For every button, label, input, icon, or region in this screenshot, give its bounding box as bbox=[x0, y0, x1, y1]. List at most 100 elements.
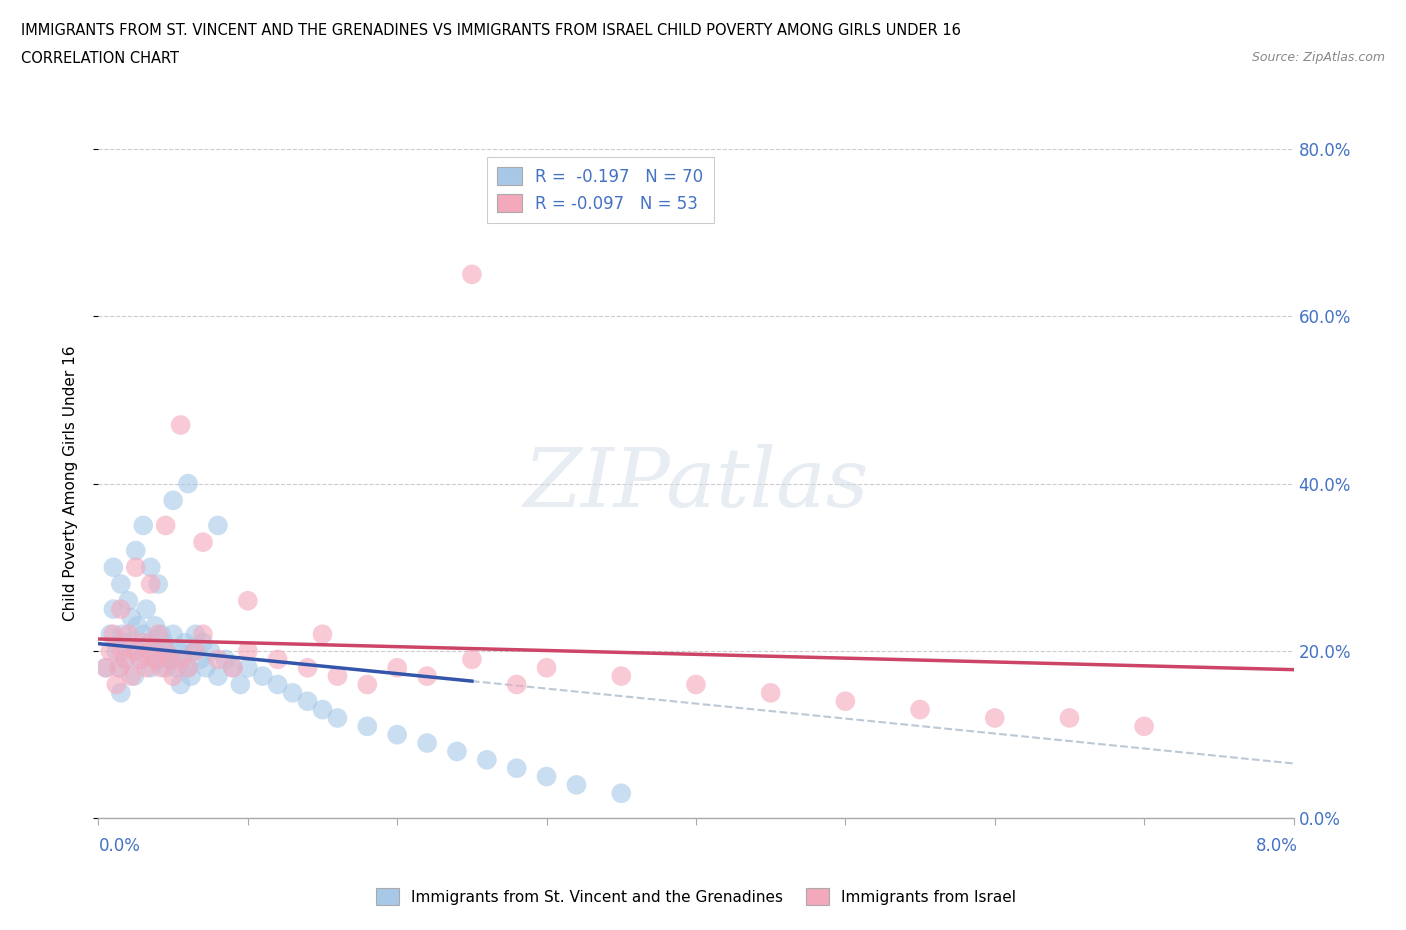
Point bbox=[267, 677, 290, 692]
Point bbox=[155, 518, 177, 533]
Point bbox=[98, 627, 122, 642]
Point bbox=[461, 652, 484, 667]
Point bbox=[156, 644, 179, 658]
Point bbox=[536, 769, 558, 784]
Point bbox=[111, 644, 134, 658]
Point bbox=[139, 577, 162, 591]
Text: CORRELATION CHART: CORRELATION CHART bbox=[21, 51, 179, 66]
Point bbox=[132, 627, 155, 642]
Point bbox=[135, 602, 157, 617]
Point bbox=[565, 777, 588, 792]
Point bbox=[139, 660, 162, 675]
Point bbox=[326, 669, 349, 684]
Point bbox=[685, 677, 707, 692]
Point bbox=[132, 518, 155, 533]
Point bbox=[153, 635, 176, 650]
Point bbox=[155, 644, 177, 658]
Point bbox=[834, 694, 856, 709]
Point bbox=[103, 627, 125, 642]
Point bbox=[461, 267, 484, 282]
Point bbox=[236, 660, 259, 675]
Point bbox=[114, 652, 136, 667]
Point bbox=[385, 660, 409, 675]
Point bbox=[1133, 719, 1156, 734]
Point bbox=[200, 644, 222, 658]
Point bbox=[105, 644, 128, 658]
Point bbox=[110, 577, 132, 591]
Point bbox=[207, 518, 229, 533]
Point bbox=[177, 660, 200, 675]
Point bbox=[222, 660, 245, 675]
Text: 0.0%: 0.0% bbox=[98, 837, 141, 856]
Point bbox=[385, 727, 409, 742]
Point bbox=[155, 660, 177, 675]
Point bbox=[174, 635, 197, 650]
Point bbox=[143, 618, 166, 633]
Point bbox=[108, 660, 131, 675]
Point bbox=[94, 660, 117, 675]
Point bbox=[141, 644, 163, 658]
Point bbox=[191, 535, 214, 550]
Point bbox=[125, 644, 148, 658]
Point bbox=[139, 560, 162, 575]
Point bbox=[180, 669, 202, 684]
Point bbox=[172, 652, 194, 667]
Point bbox=[191, 627, 214, 642]
Point bbox=[132, 635, 155, 650]
Point bbox=[475, 752, 498, 767]
Point bbox=[356, 677, 378, 692]
Point bbox=[252, 669, 274, 684]
Point bbox=[184, 644, 207, 658]
Point bbox=[127, 618, 149, 633]
Point bbox=[111, 627, 134, 642]
Point bbox=[416, 736, 439, 751]
Point bbox=[103, 560, 125, 575]
Point bbox=[194, 660, 218, 675]
Point bbox=[297, 694, 319, 709]
Point bbox=[150, 660, 173, 675]
Point bbox=[143, 652, 166, 667]
Point bbox=[94, 660, 117, 675]
Point bbox=[135, 660, 157, 675]
Point bbox=[297, 660, 319, 675]
Point bbox=[356, 719, 378, 734]
Point bbox=[98, 644, 122, 658]
Point bbox=[105, 677, 128, 692]
Y-axis label: Child Poverty Among Girls Under 16: Child Poverty Among Girls Under 16 bbox=[63, 346, 77, 621]
Point bbox=[610, 786, 633, 801]
Point bbox=[125, 644, 148, 658]
Point bbox=[117, 635, 139, 650]
Text: ZIPatlas: ZIPatlas bbox=[523, 444, 869, 524]
Point bbox=[148, 627, 170, 642]
Point bbox=[148, 652, 170, 667]
Point bbox=[148, 577, 170, 591]
Point bbox=[110, 602, 132, 617]
Point bbox=[281, 685, 304, 700]
Point bbox=[506, 761, 529, 776]
Point bbox=[125, 543, 148, 558]
Point bbox=[124, 669, 146, 684]
Point bbox=[162, 493, 184, 508]
Point bbox=[110, 685, 132, 700]
Point bbox=[267, 652, 290, 667]
Point bbox=[311, 627, 333, 642]
Point bbox=[117, 627, 139, 642]
Point bbox=[120, 669, 142, 684]
Point bbox=[150, 627, 173, 642]
Point bbox=[506, 677, 529, 692]
Point bbox=[610, 669, 633, 684]
Point bbox=[117, 593, 139, 608]
Point bbox=[311, 702, 333, 717]
Point bbox=[129, 652, 152, 667]
Point bbox=[188, 652, 211, 667]
Point bbox=[177, 660, 200, 675]
Point bbox=[103, 602, 125, 617]
Point bbox=[214, 652, 236, 667]
Point bbox=[120, 610, 142, 625]
Point bbox=[984, 711, 1007, 725]
Point bbox=[167, 644, 190, 658]
Point bbox=[108, 660, 131, 675]
Point bbox=[416, 669, 439, 684]
Point bbox=[1059, 711, 1081, 725]
Point bbox=[184, 627, 207, 642]
